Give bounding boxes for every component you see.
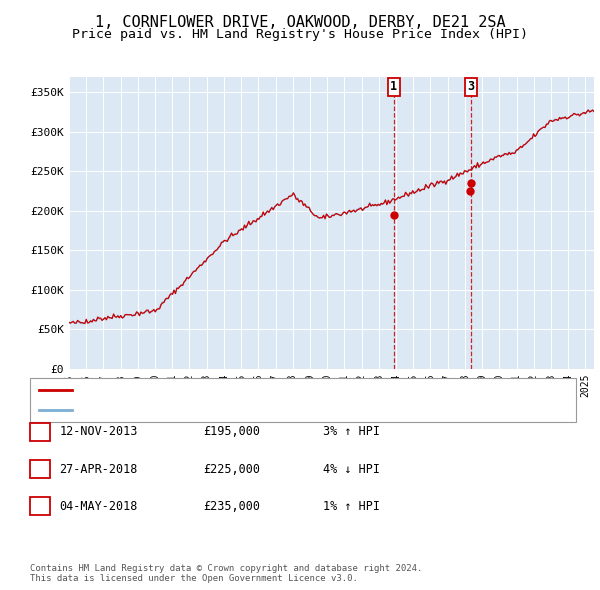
Text: £195,000: £195,000 <box>203 425 260 438</box>
Text: HPI: Average price, detached house, City of Derby: HPI: Average price, detached house, City… <box>79 405 385 415</box>
Text: 04-MAY-2018: 04-MAY-2018 <box>59 500 138 513</box>
Text: 1, CORNFLOWER DRIVE, OAKWOOD, DERBY, DE21 2SA: 1, CORNFLOWER DRIVE, OAKWOOD, DERBY, DE2… <box>95 15 505 30</box>
Text: 27-APR-2018: 27-APR-2018 <box>59 463 138 476</box>
Text: 3% ↑ HPI: 3% ↑ HPI <box>323 425 380 438</box>
Text: 2: 2 <box>37 463 44 476</box>
Text: 1: 1 <box>390 80 397 93</box>
Text: 4% ↓ HPI: 4% ↓ HPI <box>323 463 380 476</box>
Text: £225,000: £225,000 <box>203 463 260 476</box>
Text: 1% ↑ HPI: 1% ↑ HPI <box>323 500 380 513</box>
Text: 3: 3 <box>467 80 475 93</box>
Text: 1, CORNFLOWER DRIVE, OAKWOOD, DERBY, DE21 2SA (detached house): 1, CORNFLOWER DRIVE, OAKWOOD, DERBY, DE2… <box>79 385 467 395</box>
Text: 12-NOV-2013: 12-NOV-2013 <box>59 425 138 438</box>
Text: 1: 1 <box>37 425 44 438</box>
Text: £235,000: £235,000 <box>203 500 260 513</box>
Text: Price paid vs. HM Land Registry's House Price Index (HPI): Price paid vs. HM Land Registry's House … <box>72 28 528 41</box>
Text: 3: 3 <box>37 500 44 513</box>
Text: Contains HM Land Registry data © Crown copyright and database right 2024.
This d: Contains HM Land Registry data © Crown c… <box>30 563 422 583</box>
